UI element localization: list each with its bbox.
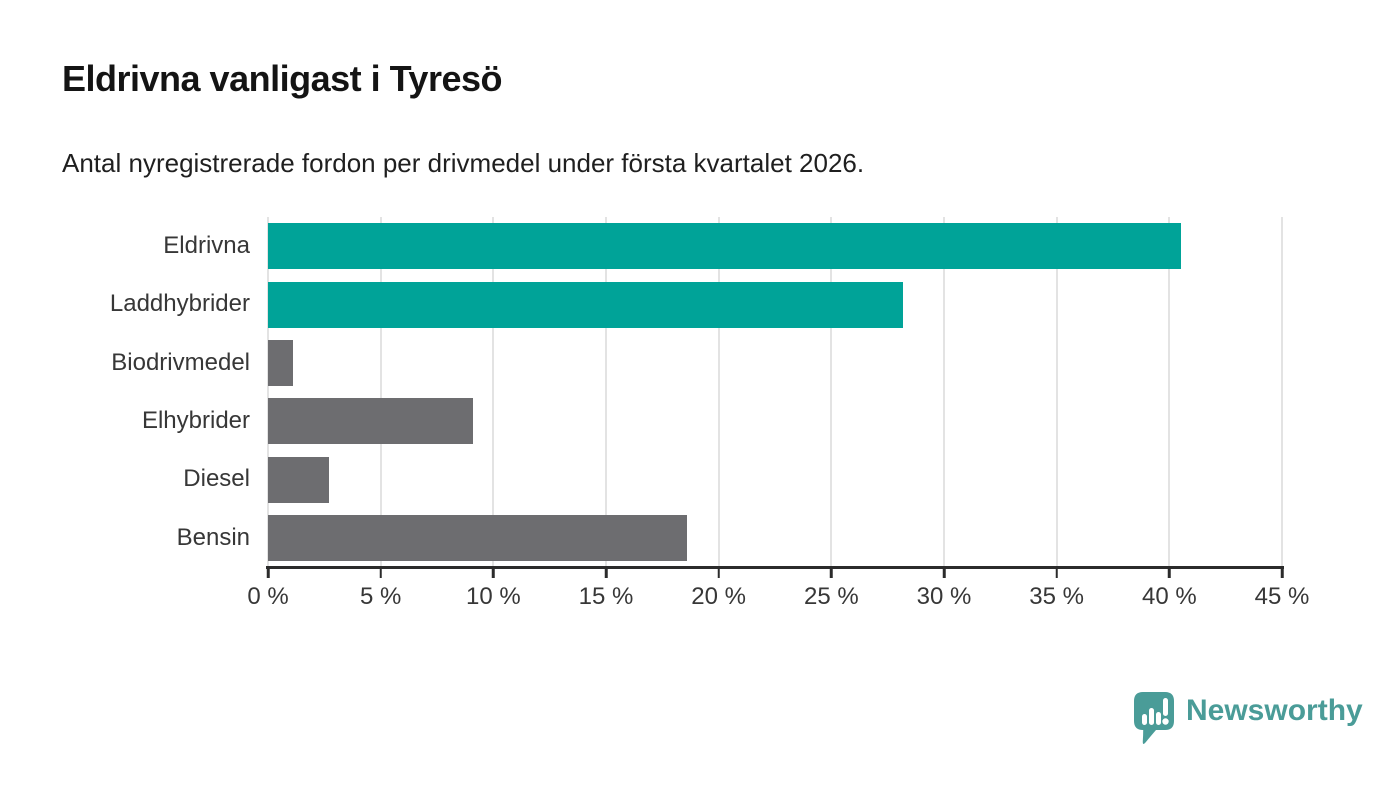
gridline bbox=[267, 217, 269, 567]
x-tick bbox=[1168, 569, 1171, 578]
chart-title: Eldrivna vanligast i Tyresö bbox=[62, 58, 503, 99]
x-tick-label: 20 % bbox=[691, 583, 747, 610]
bar-biodrivmedel bbox=[268, 339, 293, 386]
gridline bbox=[717, 217, 720, 567]
chart-subtitle: Antal nyregistrerade fordon per drivmede… bbox=[62, 148, 865, 178]
x-tick bbox=[717, 569, 720, 578]
x-tick-label: 5 % bbox=[359, 583, 402, 610]
x-tick bbox=[266, 569, 270, 578]
x-axis-tick-labels: 0 % 5 % 10 % 15 % 20 % 25 % 30 % 35 % 40 % 45 % bbox=[247, 583, 1309, 613]
x-tick bbox=[830, 569, 833, 578]
category-label-diesel: Diesel bbox=[183, 465, 250, 493]
y-axis-category-labels: Eldrivna Laddhybrider Biodrivmedel Elhybrid… bbox=[0, 217, 250, 567]
category-label-eldrivna: Eldrivna bbox=[163, 232, 250, 260]
x-axis-ticks bbox=[266, 569, 1284, 579]
category-label-laddhybrider: Laddhybrider bbox=[109, 290, 250, 318]
gridline bbox=[1168, 217, 1171, 567]
x-tick-label: 40 % bbox=[1141, 583, 1197, 610]
x-tick bbox=[492, 569, 495, 578]
x-tick bbox=[379, 569, 382, 578]
bar-laddhybrider bbox=[268, 281, 904, 328]
x-tick-label: 35 % bbox=[1029, 583, 1085, 610]
category-label-bensin: Bensin bbox=[176, 523, 250, 551]
gridline bbox=[1055, 217, 1058, 567]
bar-eldrivna bbox=[268, 223, 1181, 270]
x-tick-label: 0 % bbox=[247, 583, 289, 610]
x-tick-label: 10 % bbox=[465, 583, 521, 610]
x-axis-line bbox=[266, 566, 1284, 569]
x-tick bbox=[942, 569, 946, 578]
gridline bbox=[379, 217, 382, 567]
x-tick bbox=[1055, 569, 1058, 578]
x-tick-label: 15 % bbox=[578, 583, 634, 610]
x-tick bbox=[604, 569, 608, 578]
bar-bensin bbox=[268, 514, 688, 561]
gridline bbox=[830, 217, 833, 567]
x-tick-label: 30 % bbox=[916, 583, 972, 610]
x-tick-label: 45 % bbox=[1254, 583, 1310, 610]
gridline bbox=[1281, 217, 1283, 567]
gridline bbox=[492, 217, 495, 567]
gridline bbox=[605, 217, 607, 567]
bar-diesel bbox=[268, 456, 329, 503]
brand-name: Newsworthy bbox=[1186, 694, 1363, 727]
x-tick-label: 25 % bbox=[803, 583, 859, 610]
newsworthy-logo-icon bbox=[1134, 692, 1174, 744]
category-label-biodrivmedel: Biodrivmedel bbox=[111, 348, 250, 376]
gridline bbox=[943, 217, 945, 567]
bar-elhybrider bbox=[268, 398, 474, 445]
category-label-elhybrider: Elhybrider bbox=[141, 407, 250, 435]
x-tick bbox=[1280, 569, 1284, 578]
bar-chart-plot-area bbox=[267, 217, 1283, 567]
brand-footer: Newsworthy bbox=[1132, 690, 1363, 748]
